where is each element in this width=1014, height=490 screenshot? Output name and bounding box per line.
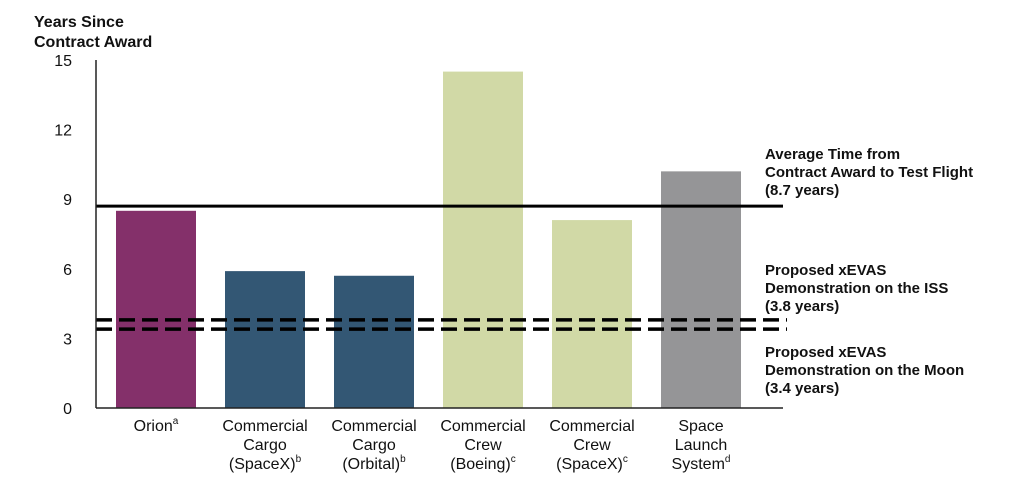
category-label: Commercial [331,418,416,435]
category-label: Cargo [352,437,396,454]
bar [334,275,414,408]
y-axis-label-line-2: Contract Award [34,34,152,51]
category-label: Space [678,418,723,435]
reference-line-label: (8.7 years) [765,182,839,199]
category-label: Commercial [440,418,525,435]
category-labels: Oriona CommercialCargo(SpaceX)bCommercial… [134,416,731,473]
footnote-marker: b [296,454,302,465]
y-tick-label: 3 [63,331,72,348]
y-axis-ticks: 0 3 6 9 12 15 [54,53,72,418]
footnote-marker: c [511,454,516,465]
footnote-marker: a [173,416,179,427]
category-label: Oriona [134,416,179,435]
footnote-marker: b [400,454,406,465]
reference-line-label: (3.8 years) [765,298,839,315]
y-tick-label: 12 [54,123,72,140]
y-axis-label: Years Since Contract Award [34,14,152,51]
category-label: (Boeing)c [450,454,515,473]
category-label: Cargo [243,437,287,454]
category-label: Commercial [222,418,307,435]
bar [116,210,196,408]
footnote-marker: d [725,454,731,465]
reference-line-label: Proposed xEVAS [765,344,886,361]
y-tick-label: 6 [63,262,72,279]
category-label: Crew [464,437,502,454]
bar [661,171,741,408]
y-axis-label-line-1: Years Since [34,14,124,31]
category-label: Launch [675,437,728,454]
y-tick-label: 0 [63,401,72,418]
bar [225,271,305,408]
footnote-marker: c [623,454,628,465]
bars [116,71,741,408]
reference-line-label: Average Time from [765,146,900,163]
reference-line-label: Demonstration on the ISS [765,280,948,297]
category-label: Systemd [672,454,731,473]
category-label: Commercial [549,418,634,435]
bar [443,71,523,408]
y-tick-label: 9 [63,192,72,209]
reference-line-label: Demonstration on the Moon [765,362,964,379]
reference-line-label: (3.4 years) [765,380,839,397]
category-label: (SpaceX)b [229,454,302,473]
reference-line-label: Contract Award to Test Flight [765,164,973,181]
y-tick-label: 15 [54,53,72,70]
reference-line-label: Proposed xEVAS [765,262,886,279]
bar [552,220,632,408]
category-label: Crew [573,437,611,454]
category-label: (SpaceX)c [556,454,628,473]
category-label: (Orbital)b [342,454,406,473]
